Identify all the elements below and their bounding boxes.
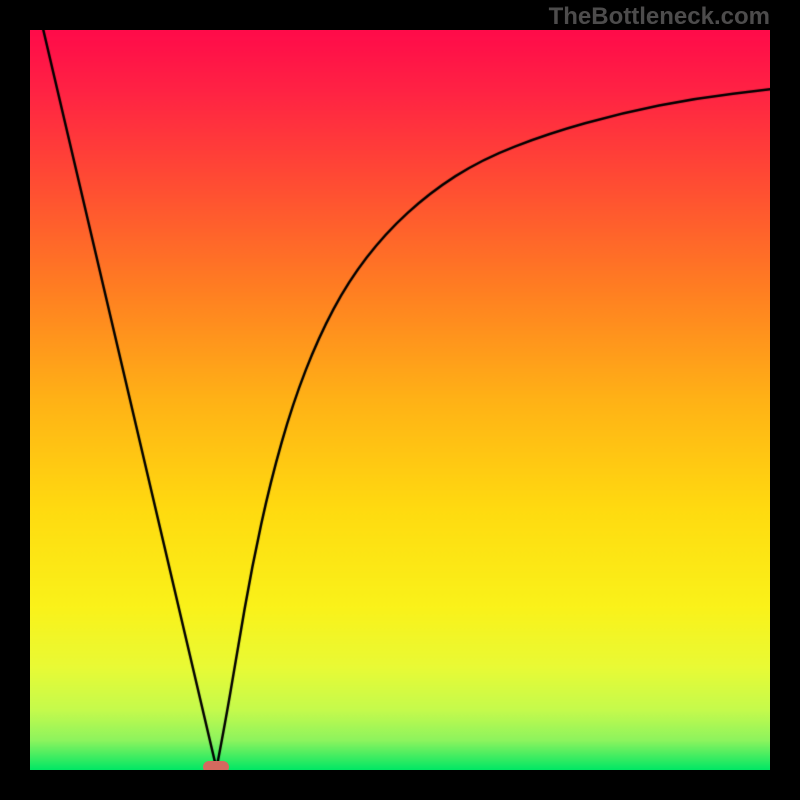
plot-area: [30, 30, 770, 770]
chart-container: TheBottleneck.com: [0, 0, 800, 800]
watermark-text: TheBottleneck.com: [549, 3, 770, 31]
plot-canvas: [30, 30, 770, 770]
min-point-marker: [203, 761, 229, 770]
